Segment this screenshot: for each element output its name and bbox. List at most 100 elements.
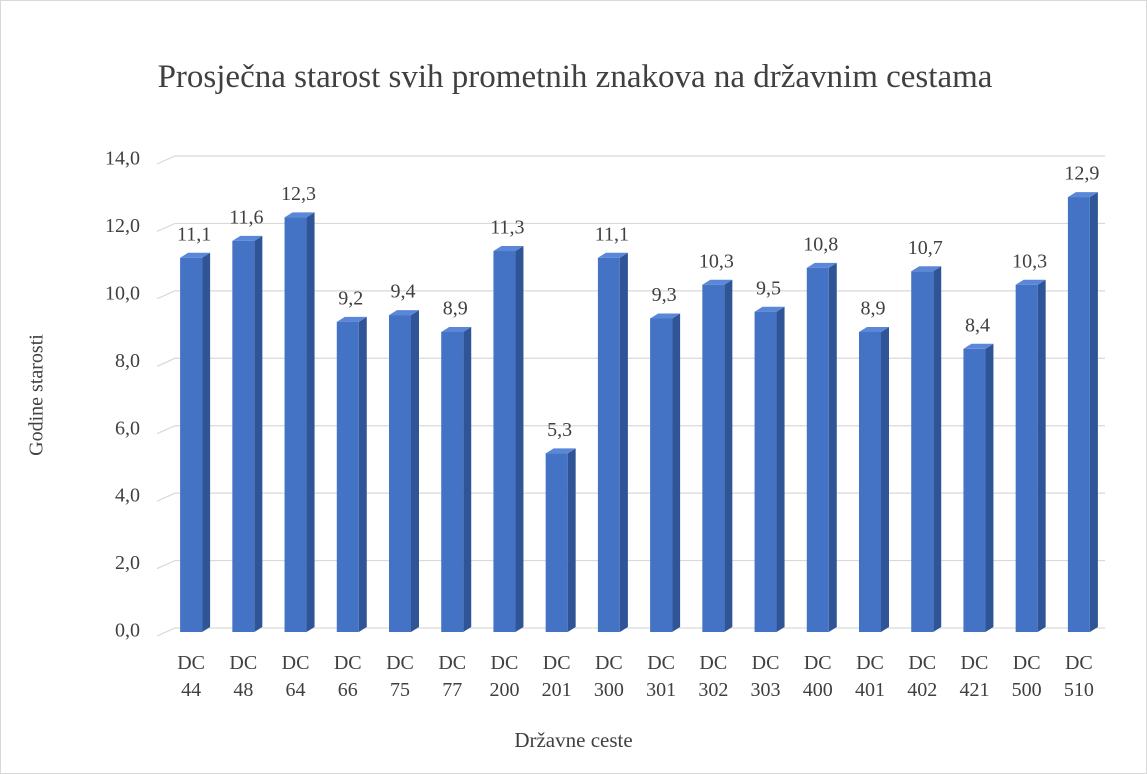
x-tick-label: DC 400 bbox=[802, 652, 833, 701]
value-label: 5,3 bbox=[547, 419, 572, 441]
y-tick-label: 12,0 bbox=[105, 215, 140, 237]
bar bbox=[754, 311, 777, 632]
value-label: 9,5 bbox=[756, 277, 781, 299]
grid-line bbox=[156, 627, 1105, 637]
bar bbox=[597, 257, 620, 632]
bar bbox=[1015, 284, 1038, 632]
bar-top bbox=[650, 313, 681, 319]
bar bbox=[389, 315, 411, 632]
x-tick-label: DC 401 bbox=[855, 652, 885, 701]
grid-line bbox=[156, 290, 1105, 300]
grid-line bbox=[156, 155, 1105, 165]
x-tick-label: DC 66 bbox=[333, 652, 362, 701]
value-label: 10,3 bbox=[1012, 250, 1047, 272]
bar bbox=[441, 331, 464, 632]
value-label: 11,1 bbox=[177, 223, 211, 245]
bar-top bbox=[597, 252, 628, 258]
bar-side bbox=[411, 310, 419, 632]
bar-top bbox=[1067, 192, 1098, 198]
chart-title: Prosječna starost svih prometnih znakova… bbox=[157, 59, 993, 95]
bar bbox=[232, 240, 255, 632]
bar-side bbox=[933, 266, 942, 632]
grid-line bbox=[156, 357, 1105, 367]
grid-line bbox=[156, 222, 1105, 232]
bar-side bbox=[672, 313, 681, 632]
value-label: 9,4 bbox=[391, 281, 416, 303]
bar bbox=[493, 251, 516, 632]
bar bbox=[911, 271, 934, 632]
value-label: 11,3 bbox=[490, 217, 524, 239]
bar-top bbox=[336, 316, 367, 322]
y-tick-label: 8,0 bbox=[115, 350, 140, 372]
x-tick-label: DC 421 bbox=[959, 652, 990, 701]
y-tick-label: 2,0 bbox=[115, 552, 140, 574]
bar-top bbox=[284, 212, 315, 218]
bar-top bbox=[911, 266, 942, 272]
bar-side bbox=[1037, 279, 1046, 632]
bar bbox=[806, 267, 829, 632]
value-label: 8,9 bbox=[443, 298, 468, 320]
grid-line bbox=[156, 425, 1105, 435]
x-tick-label: DC 301 bbox=[646, 652, 677, 701]
x-tick-label: DC 200 bbox=[489, 652, 520, 701]
value-label: 9,2 bbox=[338, 287, 363, 309]
bar-top bbox=[232, 235, 263, 241]
bar-top bbox=[806, 262, 837, 268]
bar bbox=[180, 257, 203, 632]
bar-top bbox=[1015, 279, 1046, 285]
bar-top bbox=[963, 343, 994, 349]
value-label: 11,1 bbox=[595, 223, 629, 245]
x-axis-title: Državne ceste bbox=[514, 728, 633, 752]
y-axis-title: Godine starosti bbox=[26, 334, 48, 456]
x-tick-label: DC 48 bbox=[229, 652, 258, 701]
bar-top bbox=[754, 306, 785, 312]
x-tick-label: DC 75 bbox=[386, 652, 414, 701]
bar-side bbox=[1089, 192, 1098, 633]
value-label: 12,9 bbox=[1064, 163, 1099, 185]
bar-top bbox=[859, 326, 889, 332]
x-tick-label: DC 510 bbox=[1063, 652, 1094, 701]
value-label: 10,3 bbox=[699, 250, 734, 272]
grid-line bbox=[156, 492, 1105, 502]
bar-side bbox=[254, 235, 263, 632]
bar-side bbox=[463, 326, 472, 632]
bar-side bbox=[985, 343, 994, 632]
bar bbox=[963, 348, 986, 632]
x-tick-label: DC 201 bbox=[541, 652, 572, 701]
y-tick-label: 0,0 bbox=[115, 620, 140, 642]
bar-side bbox=[306, 212, 315, 633]
value-label: 12,3 bbox=[281, 183, 316, 205]
x-tick-label: DC 44 bbox=[177, 652, 205, 701]
bar-side bbox=[567, 448, 576, 632]
bar-side bbox=[776, 306, 785, 632]
bar-top bbox=[702, 279, 733, 285]
x-tick-label: DC 302 bbox=[698, 652, 729, 701]
bar bbox=[336, 321, 359, 632]
bar-top bbox=[545, 448, 576, 454]
bar-side bbox=[619, 252, 628, 632]
y-tick-label: 10,0 bbox=[105, 282, 140, 304]
bar-top bbox=[389, 310, 419, 316]
bar-top bbox=[493, 246, 524, 252]
bar bbox=[545, 453, 568, 632]
y-tick-label: 4,0 bbox=[115, 485, 140, 507]
bar-side bbox=[724, 279, 733, 632]
x-tick-label: DC 500 bbox=[1011, 652, 1042, 701]
value-label: 10,7 bbox=[908, 237, 943, 259]
bar bbox=[1067, 197, 1090, 633]
bar-top bbox=[441, 326, 472, 332]
bar-side bbox=[515, 246, 524, 632]
value-label: 9,3 bbox=[652, 284, 677, 306]
bar-top bbox=[180, 252, 211, 258]
bar-side bbox=[828, 262, 837, 632]
y-tick-label: 6,0 bbox=[115, 417, 140, 439]
bar-side bbox=[881, 326, 889, 632]
y-tick-label: 14,0 bbox=[105, 148, 140, 170]
x-tick-label: DC 303 bbox=[750, 652, 781, 701]
bar bbox=[702, 284, 725, 632]
bar bbox=[284, 217, 307, 633]
x-tick-label: DC 77 bbox=[438, 652, 467, 701]
value-label: 11,6 bbox=[229, 207, 263, 229]
